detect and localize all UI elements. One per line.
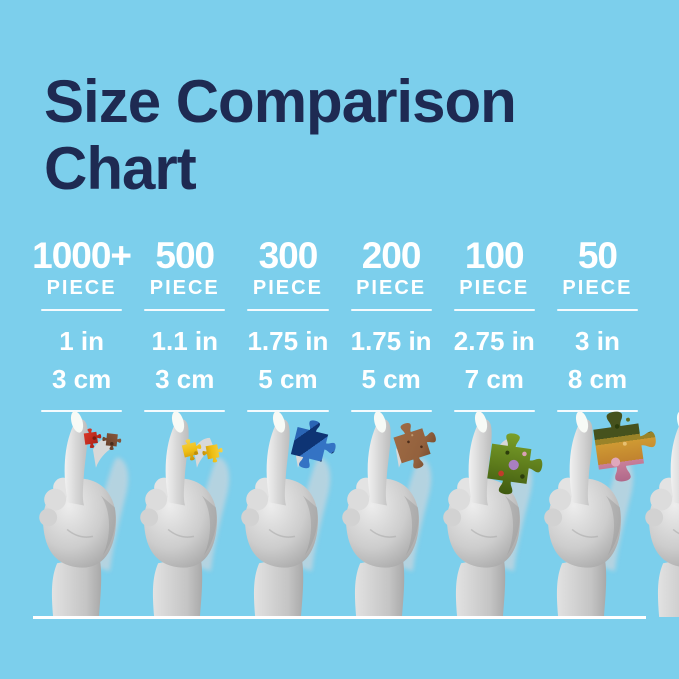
column-divider xyxy=(350,309,432,311)
size-cm: 3 cm xyxy=(51,364,112,394)
hand-500 xyxy=(134,408,235,617)
column-divider xyxy=(144,309,226,311)
piece-count: 200 xyxy=(361,235,422,276)
puzzle-piece-500-icon xyxy=(180,436,225,465)
piece-count: 500 xyxy=(155,235,215,276)
hand-300 xyxy=(235,408,341,617)
size-inches: 1.75 in xyxy=(350,326,432,356)
column-divider xyxy=(247,309,329,311)
column-divider xyxy=(247,410,329,412)
size-column-500: 500 PIECE 1.1 in 3 cm xyxy=(133,237,236,412)
size-inches: 1.75 in xyxy=(247,326,329,356)
piece-count: 50 xyxy=(577,235,618,276)
page-title: Size Comparison Chart xyxy=(44,68,517,203)
size-comparison-table: 1000+ PIECE 1 in 3 cm 500 PIECE 1.1 in 3… xyxy=(30,237,649,412)
hands-illustration xyxy=(33,406,679,617)
size-inches: 2.75 in xyxy=(453,326,535,356)
puzzle-piece-300-icon xyxy=(288,418,341,472)
size-cm: 5 cm xyxy=(361,364,421,394)
hand-1000 xyxy=(33,408,134,617)
size-column-50: 50 PIECE 3 in 8 cm xyxy=(546,237,649,412)
piece-label: PIECE xyxy=(459,277,530,299)
piece-count: 300 xyxy=(258,235,319,276)
hand-200 xyxy=(336,408,442,617)
size-inches: 1 in xyxy=(59,326,104,356)
size-cm: 3 cm xyxy=(155,364,215,394)
hand-edge-partial xyxy=(639,408,679,617)
column-divider xyxy=(41,309,123,311)
column-divider xyxy=(453,309,535,311)
hand-100 xyxy=(437,408,547,617)
size-inches: 1.1 in xyxy=(151,326,218,356)
column-divider xyxy=(144,410,226,412)
piece-count: 1000+ xyxy=(32,235,132,276)
size-cm: 5 cm xyxy=(258,364,318,394)
baseline-divider xyxy=(33,616,646,619)
column-divider xyxy=(350,410,432,412)
piece-count: 100 xyxy=(464,235,525,276)
size-cm: 8 cm xyxy=(567,364,628,394)
size-column-300: 300 PIECE 1.75 in 5 cm xyxy=(236,237,339,412)
hand-50 xyxy=(538,406,661,617)
puzzle-piece-1000-icon xyxy=(83,427,122,451)
puzzle-piece-100-icon xyxy=(485,430,547,498)
piece-label: PIECE xyxy=(562,277,633,299)
puzzle-piece-200-icon xyxy=(390,418,442,470)
column-divider xyxy=(41,410,123,412)
column-divider xyxy=(556,309,639,311)
size-cm: 7 cm xyxy=(464,364,524,394)
piece-label: PIECE xyxy=(356,277,427,299)
piece-label: PIECE xyxy=(46,277,117,299)
puzzle-piece-50-icon xyxy=(591,406,661,484)
piece-label: PIECE xyxy=(252,277,323,299)
column-divider xyxy=(556,410,639,412)
hand-icon xyxy=(639,408,679,617)
size-column-1000: 1000+ PIECE 1 in 3 cm xyxy=(30,237,133,412)
size-column-100: 100 PIECE 2.75 in 7 cm xyxy=(443,237,546,412)
size-inches: 3 in xyxy=(575,326,620,356)
piece-label: PIECE xyxy=(149,277,220,299)
size-column-200: 200 PIECE 1.75 in 5 cm xyxy=(340,237,443,412)
column-divider xyxy=(453,410,535,412)
